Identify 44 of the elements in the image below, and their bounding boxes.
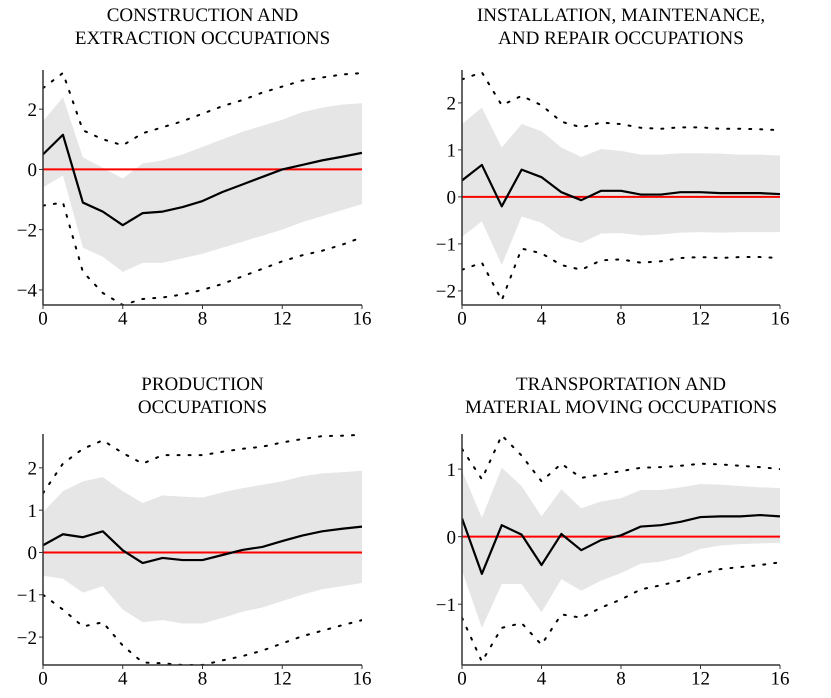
x-tick-label: 4 <box>536 668 547 690</box>
y-tick-label: 0 <box>28 543 37 564</box>
x-tick-label: 16 <box>770 668 790 690</box>
y-tick-label: −4 <box>16 280 38 302</box>
x-tick-label: 8 <box>616 308 626 330</box>
y-tick-label: 0 <box>446 527 456 548</box>
x-tick-label: 4 <box>118 308 128 330</box>
x-tick-label: 12 <box>691 308 710 330</box>
x-tick-label: 16 <box>352 668 372 690</box>
y-tick-label: −2 <box>16 628 37 649</box>
y-tick-label: 2 <box>28 458 37 480</box>
y-tick-label: −2 <box>436 282 456 303</box>
y-tick-label: 0 <box>446 188 456 209</box>
y-tick-label: 2 <box>446 94 456 115</box>
x-tick-label: 8 <box>198 308 208 330</box>
line-series <box>462 561 780 663</box>
y-tick-label: −1 <box>436 594 456 616</box>
x-tick-label: 16 <box>770 308 790 330</box>
chart-title: CONSTRUCTION AND EXTRACTION OCCUPATIONS <box>74 4 332 50</box>
line-series <box>462 434 780 482</box>
y-tick-label: −2 <box>16 220 37 242</box>
y-tick-label: −1 <box>16 586 37 607</box>
y-tick-label: 1 <box>446 140 456 162</box>
x-tick-label: 8 <box>616 668 626 690</box>
chart-title: TRANSPORTATION AND MATERIAL MOVING OCCUPATIONS <box>464 373 778 419</box>
x-tick-label: 12 <box>691 668 710 690</box>
x-tick-label: 8 <box>198 668 208 690</box>
y-tick-label: −1 <box>436 234 456 256</box>
y-tick-label: 1 <box>28 500 37 522</box>
line-series <box>43 134 362 226</box>
chart-title: PRODUCTION OCCUPATIONS <box>136 373 268 419</box>
line-series <box>43 526 362 564</box>
line-series <box>462 164 780 208</box>
chart-title: INSTALLATION, MAINTENANCE, AND REPAIR OCCUPATIONS <box>476 4 766 50</box>
x-tick-label: 16 <box>352 308 372 330</box>
x-tick-label: 12 <box>272 668 292 690</box>
y-tick-label: 2 <box>28 100 37 121</box>
y-tick-label: 1 <box>446 460 456 481</box>
x-tick-label: 4 <box>536 308 547 330</box>
x-tick-label: 4 <box>118 668 128 690</box>
line-series <box>462 514 780 575</box>
y-tick-label: 0 <box>28 160 37 182</box>
line-series <box>43 72 362 146</box>
x-tick-label: 12 <box>272 308 292 330</box>
